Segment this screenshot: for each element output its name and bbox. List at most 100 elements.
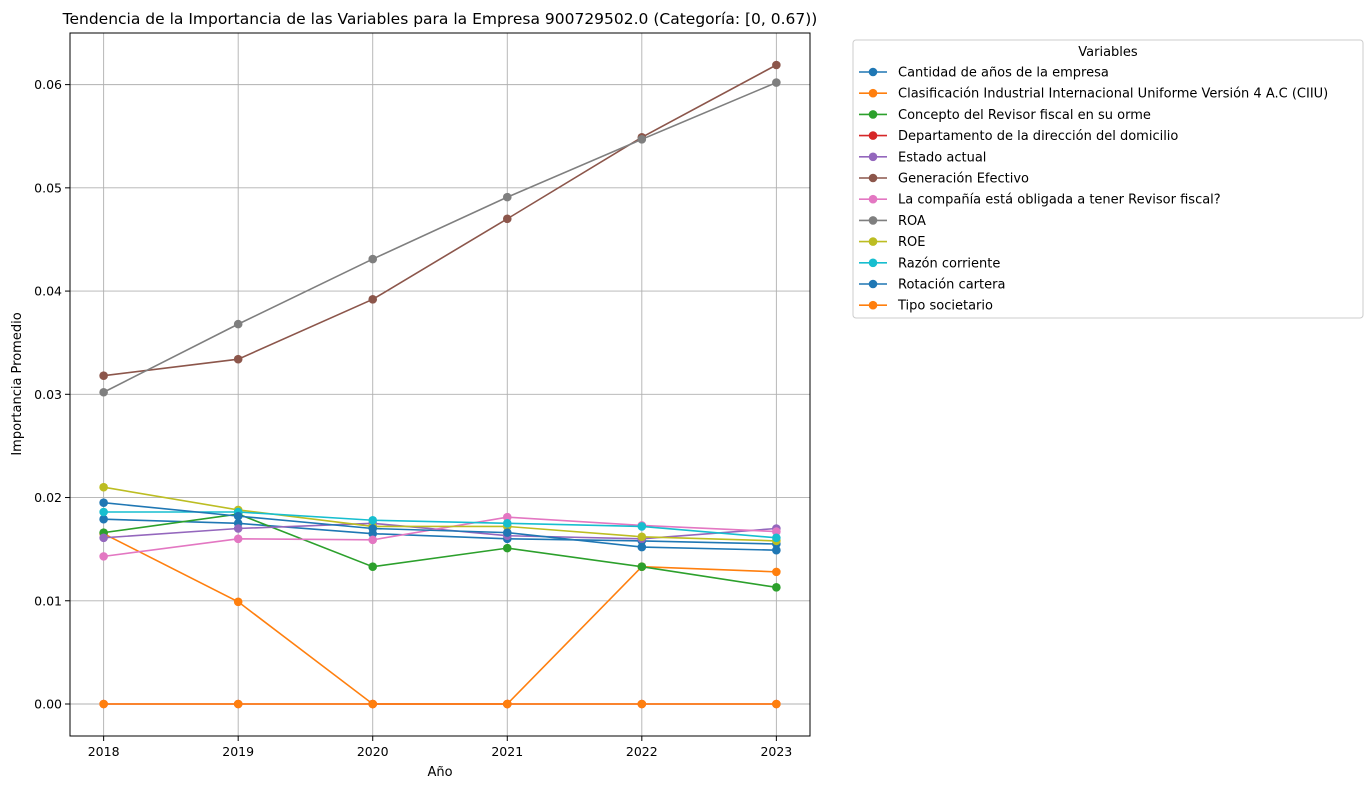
data-point — [637, 542, 647, 552]
legend-label: Tipo societario — [897, 299, 993, 314]
y-tick-label: 0.01 — [34, 593, 62, 608]
x-tick-label: 2018 — [88, 744, 120, 759]
legend-item: Tipo societario — [859, 299, 993, 314]
data-point — [637, 562, 647, 572]
data-point — [368, 535, 378, 545]
legend-swatch-marker — [868, 173, 878, 183]
legend-label: ROA — [898, 214, 926, 229]
series-7 — [99, 78, 781, 397]
y-tick-label: 0.05 — [34, 180, 62, 195]
legend-label: Clasificación Industrial Internacional U… — [898, 87, 1328, 102]
y-tick-label: 0.04 — [34, 284, 62, 299]
data-point — [99, 371, 108, 381]
x-axis: 2018 2019 2020 2021 2022 2023 — [88, 736, 792, 759]
legend-item: Rotación cartera — [859, 278, 1005, 293]
legend-item: ROE — [859, 235, 925, 250]
legend-label: Estado actual — [898, 150, 986, 165]
legend-label: Generación Efectivo — [898, 172, 1029, 187]
x-tick-label: 2022 — [626, 744, 658, 759]
data-point — [772, 699, 781, 709]
legend-swatch-marker — [868, 88, 878, 98]
legend-swatch-marker — [868, 216, 878, 225]
data-point — [502, 543, 512, 553]
grid-lines — [70, 33, 810, 736]
series-line — [103, 518, 777, 545]
data-point — [637, 532, 647, 542]
x-tick-label: 2019 — [222, 744, 254, 759]
legend-swatch-marker — [868, 194, 878, 204]
data-point — [99, 552, 108, 561]
data-point — [368, 699, 378, 709]
data-point — [637, 699, 647, 709]
legend-item: Clasificación Industrial Internacional U… — [859, 87, 1328, 102]
series-1 — [99, 529, 781, 709]
data-point — [233, 319, 243, 329]
data-point — [502, 519, 512, 528]
legend-swatch-marker — [868, 237, 878, 246]
legend-item: La compañía está obligada a tener Reviso… — [859, 193, 1221, 208]
data-point — [368, 254, 378, 264]
data-point — [99, 699, 108, 709]
legend-item: Departamento de la dirección del domicil… — [859, 129, 1178, 144]
legend-item: ROA — [859, 214, 926, 229]
legend-item: Razón corriente — [859, 256, 1000, 271]
series-line — [103, 64, 777, 377]
x-tick-label: 2020 — [357, 744, 389, 759]
legend-swatch-marker — [868, 279, 878, 289]
legend-label: Rotación cartera — [898, 278, 1005, 293]
legend-swatch-marker — [868, 152, 878, 162]
series-group — [99, 60, 781, 709]
data-point — [772, 567, 781, 577]
series-line — [103, 501, 777, 551]
data-point — [502, 192, 512, 202]
x-axis-label: Año — [427, 765, 452, 780]
data-point — [502, 528, 512, 537]
data-point — [772, 533, 781, 543]
series-9 — [99, 507, 781, 543]
legend-label: Concepto del Revisor fiscal en su orme — [898, 108, 1151, 123]
legend-label: Cantidad de años de la empresa — [898, 66, 1109, 81]
data-point — [502, 214, 512, 224]
data-point — [502, 512, 512, 522]
data-point — [368, 562, 378, 572]
legend-swatch-marker — [868, 258, 878, 268]
legend-item: Generación Efectivo — [859, 172, 1029, 187]
y-tick-label: 0.00 — [34, 696, 62, 711]
legend-swatch-marker — [868, 110, 878, 119]
y-tick-label: 0.02 — [34, 490, 62, 505]
series-line — [103, 516, 777, 558]
data-point — [99, 533, 108, 543]
legend-label: Departamento de la dirección del domicil… — [898, 129, 1178, 144]
data-point — [772, 583, 781, 592]
data-point — [233, 354, 243, 364]
plot-frame — [69, 32, 811, 737]
data-point — [99, 507, 108, 517]
legend-label: La compañía está obligada a tener Reviso… — [898, 193, 1221, 208]
series-5 — [99, 60, 781, 381]
data-point — [368, 295, 378, 304]
data-point — [368, 524, 378, 533]
data-point — [99, 387, 108, 397]
x-tick-label: 2023 — [760, 744, 792, 759]
data-point — [233, 511, 243, 521]
data-point — [502, 699, 512, 709]
data-point — [772, 60, 781, 70]
series-line — [103, 81, 777, 393]
data-point — [368, 515, 378, 525]
legend-frame — [852, 39, 1364, 319]
legend-label: Razón corriente — [898, 256, 1000, 271]
data-point — [233, 524, 243, 533]
series-11 — [99, 699, 781, 709]
legend-item: Estado actual — [859, 150, 986, 165]
y-tick-label: 0.06 — [34, 77, 62, 92]
data-point — [772, 78, 781, 87]
legend-swatch-marker — [868, 67, 878, 77]
data-point — [772, 527, 781, 536]
data-point — [233, 534, 243, 544]
legend-swatch-marker — [868, 131, 878, 140]
chart-title: Tendencia de la Importancia de las Varia… — [62, 10, 818, 28]
legend-title: Variables — [1078, 45, 1138, 60]
data-point — [772, 545, 781, 555]
legend: Variables Cantidad de años de la empresa… — [852, 39, 1364, 319]
